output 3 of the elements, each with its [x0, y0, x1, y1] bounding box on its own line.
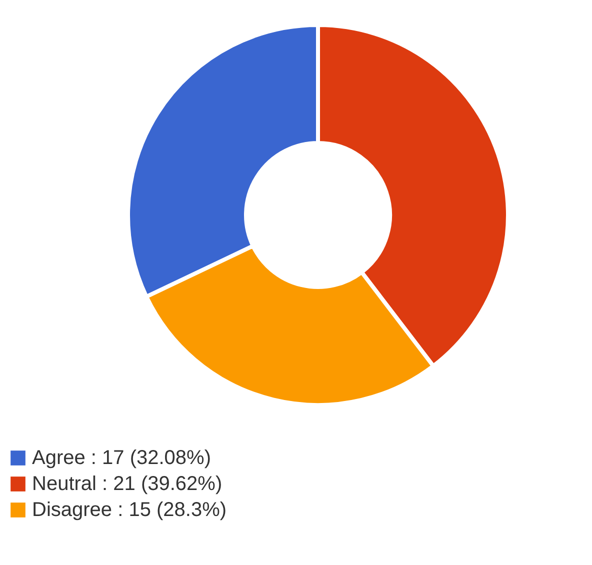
- legend-label: Disagree : 15 (28.3%): [32, 499, 227, 521]
- legend-label: Agree : 17 (32.08%): [32, 447, 211, 469]
- legend-label: Neutral : 21 (39.62%): [32, 473, 222, 495]
